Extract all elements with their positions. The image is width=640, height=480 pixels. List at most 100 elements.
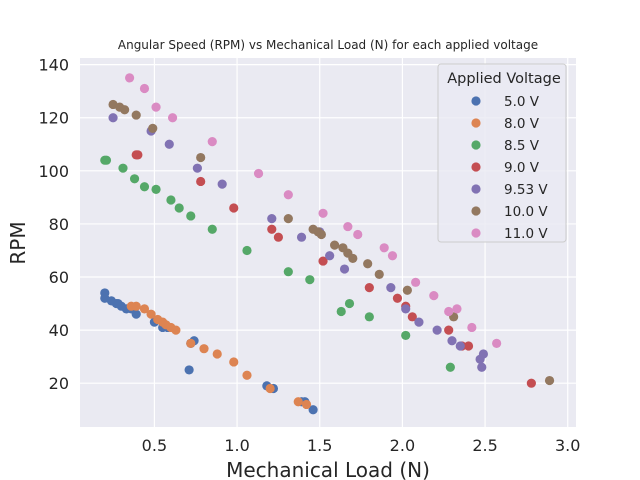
data-point-series-3 [392, 293, 403, 303]
data-point-series-4 [325, 251, 335, 261]
legend-box [437, 63, 567, 243]
data-point-series-6 [167, 113, 178, 123]
data-point-series-2 [186, 211, 196, 221]
y-tick-label: 80 [49, 215, 69, 234]
data-point-series-2 [151, 184, 161, 195]
data-point-series-6 [139, 83, 150, 94]
data-point-series-4 [432, 325, 442, 335]
y-tick-label: 20 [49, 374, 69, 393]
data-point-series-1 [229, 357, 239, 367]
data-point-series-5 [196, 152, 206, 163]
data-point-series-6 [353, 229, 363, 240]
y-axis-label: RPM [6, 221, 30, 264]
data-point-series-1 [139, 304, 150, 314]
data-point-series-3 [229, 203, 239, 213]
legend-label: 8.0 V [504, 116, 540, 132]
data-point-series-0 [184, 365, 194, 375]
data-point-series-4 [478, 349, 489, 359]
data-point-series-5 [148, 123, 158, 133]
data-point-series-3 [267, 224, 277, 234]
data-point-series-5 [330, 240, 340, 250]
x-tick-label: 3.0 [555, 436, 580, 455]
data-point-series-3 [196, 176, 206, 187]
legend-marker [471, 140, 481, 150]
data-point-series-4 [386, 283, 396, 293]
data-point-series-2 [445, 362, 455, 372]
y-tick-labels: 20 40 60 80 100 120 140 [38, 56, 69, 394]
x-tick-label: 1.5 [307, 436, 332, 455]
data-point-series-6 [207, 137, 217, 147]
data-point-series-4 [401, 304, 411, 314]
data-point-series-3 [133, 150, 143, 160]
data-point-series-5 [283, 214, 293, 224]
data-point-series-0 [308, 405, 318, 415]
data-point-series-2 [118, 163, 128, 173]
y-tick-label: 100 [38, 162, 69, 181]
data-point-series-2 [242, 245, 252, 256]
legend-marker [471, 228, 481, 238]
data-point-series-2 [344, 298, 355, 309]
y-tick-label: 60 [49, 268, 69, 287]
data-point-series-5 [402, 285, 412, 295]
data-point-series-0 [131, 309, 141, 319]
data-point-series-2 [207, 224, 217, 234]
data-point-series-3 [444, 325, 454, 335]
x-axis-label: Mechanical Load (N) [226, 458, 430, 480]
data-point-series-1 [301, 399, 312, 410]
data-point-series-5 [363, 259, 373, 269]
data-point-series-3 [407, 312, 417, 322]
data-point-series-1 [186, 338, 196, 348]
data-point-series-2 [139, 182, 150, 192]
data-point-series-6 [318, 208, 328, 218]
legend-marker [471, 96, 481, 106]
data-point-series-3 [526, 378, 536, 388]
data-point-series-6 [387, 251, 398, 261]
data-point-series-5 [348, 253, 358, 264]
data-point-series-6 [125, 73, 135, 83]
data-point-series-6 [343, 221, 353, 232]
data-point-series-6 [379, 243, 389, 253]
legend-items: 5.0 V 8.0 V 8.5 V 9.0 V 9.53 V 10.0 V 11.0 V [471, 94, 548, 242]
legend-label: 11.0 V [504, 226, 548, 242]
x-tick-label: 0.5 [142, 436, 167, 455]
data-point-series-2 [129, 174, 140, 184]
data-point-series-5 [374, 269, 384, 279]
data-point-series-2 [336, 306, 346, 317]
data-point-series-4 [217, 179, 227, 189]
data-point-series-5 [131, 110, 141, 120]
data-point-series-1 [265, 383, 275, 394]
data-point-series-5 [544, 375, 555, 386]
data-point-series-1 [131, 301, 141, 311]
data-point-series-4 [164, 139, 174, 149]
y-tick-label: 140 [38, 56, 69, 75]
legend-label: 8.5 V [504, 138, 540, 154]
data-point-series-2 [166, 195, 176, 205]
chart-title: Angular Speed (RPM) vs Mechanical Load (… [118, 38, 538, 52]
data-point-series-6 [283, 190, 293, 200]
data-point-series-2 [174, 203, 184, 213]
data-points [100, 73, 555, 415]
data-point-series-6 [492, 338, 502, 348]
data-point-series-1 [199, 344, 209, 354]
x-tick-label: 2.0 [390, 436, 415, 455]
x-tick-label: 1.0 [224, 436, 249, 455]
data-point-series-2 [401, 330, 411, 341]
data-point-series-5 [316, 229, 326, 240]
data-point-series-6 [467, 322, 477, 333]
data-point-series-3 [463, 341, 474, 351]
legend-label: 9.0 V [504, 160, 540, 176]
data-point-series-2 [283, 267, 293, 277]
data-point-series-6 [253, 168, 264, 179]
data-point-series-3 [273, 232, 283, 242]
data-point-series-4 [455, 341, 465, 351]
data-point-series-4 [267, 214, 277, 224]
data-point-series-1 [171, 325, 181, 335]
legend-marker [471, 162, 481, 172]
data-point-series-1 [146, 309, 156, 319]
data-point-series-1 [242, 370, 252, 380]
legend-title: Applied Voltage [447, 71, 561, 87]
data-point-series-4 [296, 232, 307, 242]
legend-marker [471, 184, 481, 194]
data-point-series-4 [447, 336, 457, 346]
